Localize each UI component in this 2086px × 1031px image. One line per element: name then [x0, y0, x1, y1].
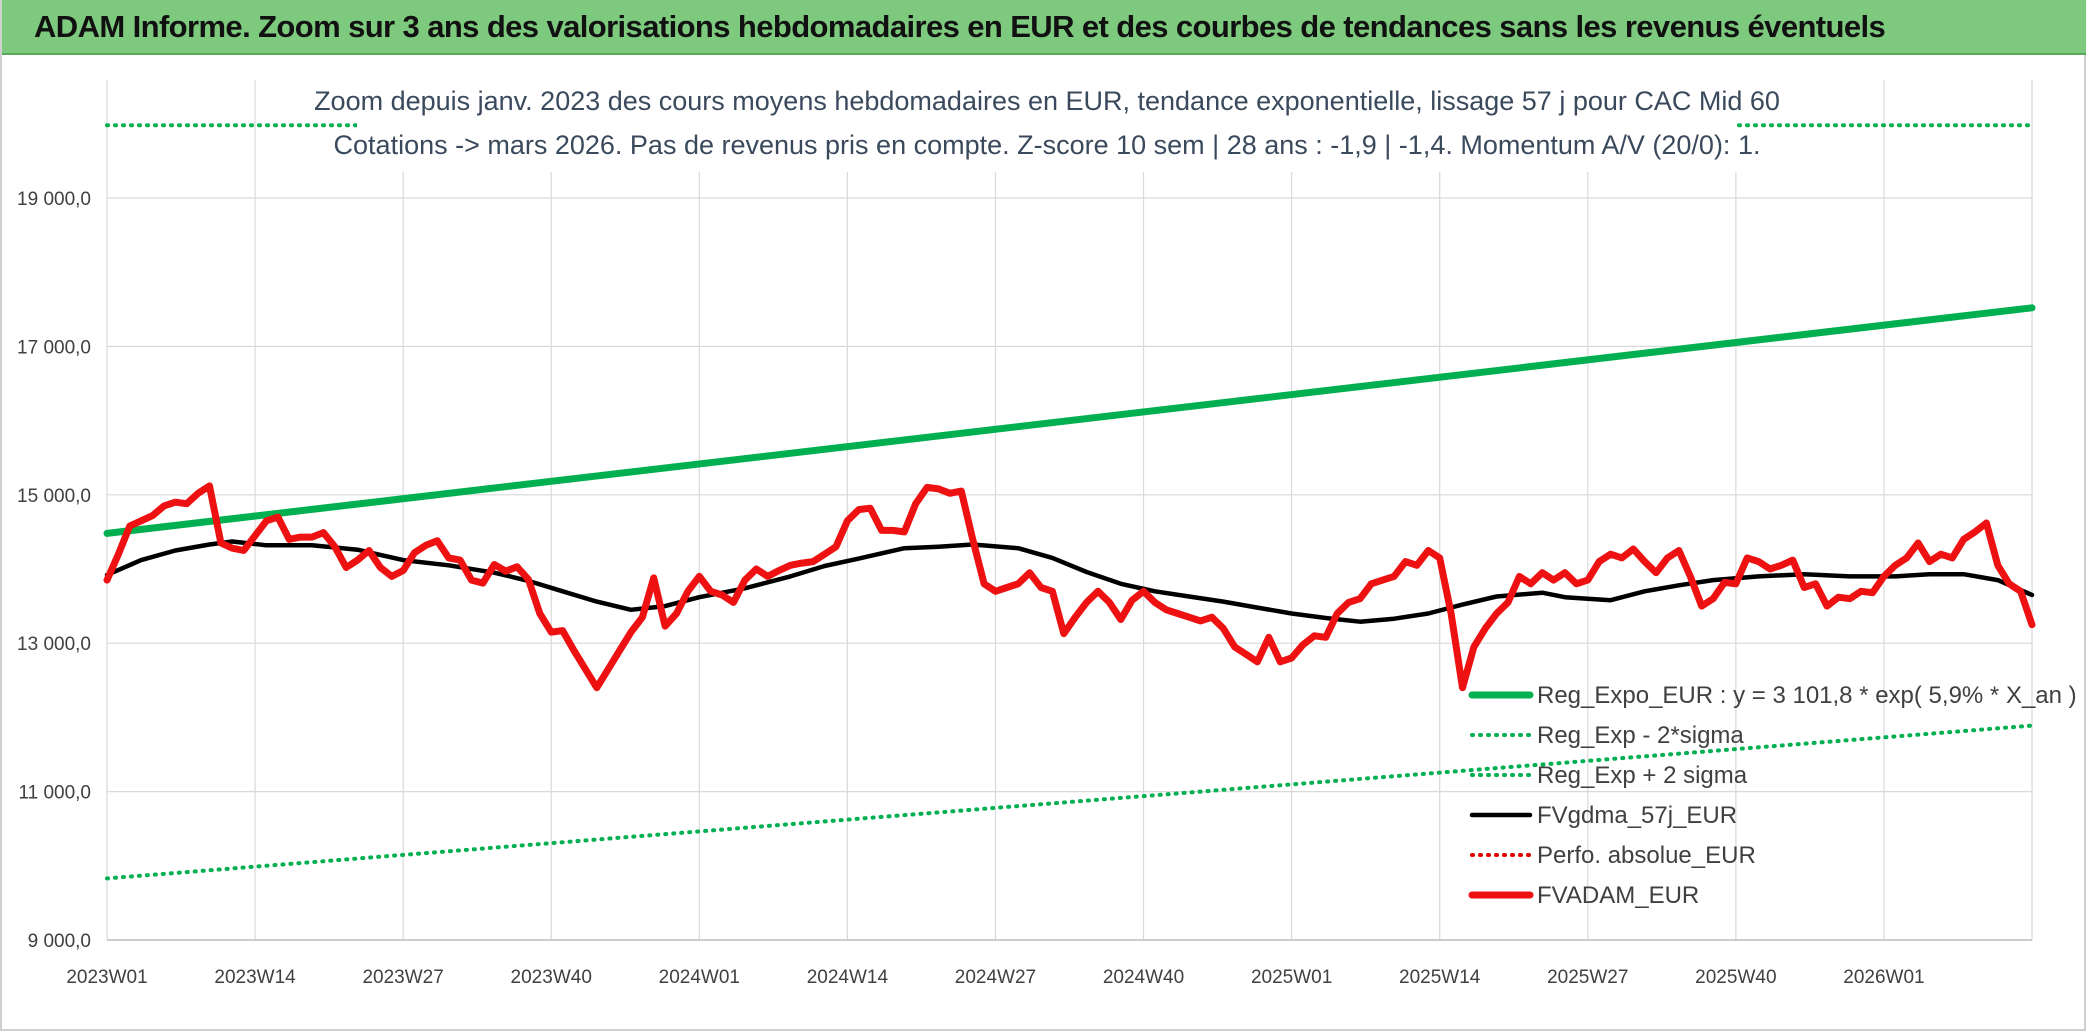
x-tick-label: 2025W01: [1251, 967, 1332, 988]
x-tick-label: 2025W14: [1399, 967, 1481, 988]
series-line-reg-expo-eur: [103, 304, 2036, 537]
chart-subtitle-line-2: Cotations -> mars 2026. Pas de revenus p…: [334, 130, 1761, 160]
y-tick-label: 13 000,0: [17, 634, 91, 655]
x-tick-label: 2023W14: [214, 967, 296, 988]
report-banner: ADAM Informe. Zoom sur 3 ans des valoris…: [2, 0, 2086, 55]
y-tick-label: 15 000,0: [17, 486, 91, 507]
gridlines: [106, 80, 2033, 941]
line-chart: 9 000,0 11 000,0 13 000,0 15 000,0 17 000,0 1…: [17, 80, 2077, 988]
series-line-fvadam-eur: [103, 482, 2036, 692]
x-tick-label: 2025W27: [1547, 967, 1628, 988]
series-line-reg-exp: [105, 723, 2034, 881]
legend: Reg_Expo_EUR : y = 3 101,8 * exp( 5,9% *…: [1468, 682, 2077, 909]
chart-title: Zoom depuis janv. 2023 des cours moyens …: [314, 80, 1780, 172]
x-tick-label: 2023W40: [511, 967, 592, 988]
title-backdrop: [357, 80, 1737, 172]
legend-label: Reg_Exp - 2*sigma: [1537, 722, 1744, 749]
legend-label: FVADAM_EUR: [1537, 882, 1699, 909]
legend-label: Perfo. absolue_EUR: [1537, 842, 1756, 869]
report-title: ADAM Informe. Zoom sur 3 ans des valoris…: [34, 9, 1886, 44]
series-line-fvgdma-57j-eur: [104, 539, 2035, 624]
x-tick-label: 2024W01: [659, 967, 740, 988]
axes: 9 000,0 11 000,0 13 000,0 15 000,0 17 000,0 1…: [17, 189, 2032, 988]
legend-label: FVgdma_57j_EUR: [1537, 802, 1737, 829]
y-tick-label: 9 000,0: [28, 931, 91, 952]
x-tick-label: 2024W14: [807, 967, 889, 988]
x-tick-label: 2023W27: [362, 967, 443, 988]
x-tick-label: 2024W40: [1103, 967, 1184, 988]
x-tick-label: 2024W27: [955, 967, 1036, 988]
x-tick-label: 2026W01: [1843, 967, 1924, 988]
y-tick-label: 11 000,0: [18, 783, 91, 804]
x-tick-label: 2023W01: [66, 967, 147, 988]
y-tick-label: 19 000,0: [17, 189, 91, 210]
x-tick-label: 2025W40: [1695, 967, 1776, 988]
chart-subtitle-line-1: Zoom depuis janv. 2023 des cours moyens …: [314, 86, 1780, 116]
legend-label: Reg_Exp + 2 sigma: [1537, 762, 1748, 789]
legend-label: Reg_Expo_EUR : y = 3 101,8 * exp( 5,9% *…: [1537, 682, 2077, 709]
y-tick-label: 17 000,0: [17, 337, 91, 358]
